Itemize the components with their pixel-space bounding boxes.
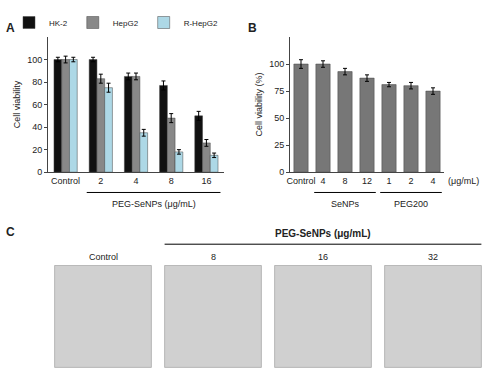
svg-text:HK-2: HK-2: [49, 19, 68, 28]
svg-text:HepG2: HepG2: [113, 19, 139, 28]
svg-text:8: 8: [169, 176, 174, 186]
svg-text:B: B: [248, 21, 257, 35]
svg-text:0: 0: [37, 167, 42, 177]
svg-text:A: A: [6, 21, 15, 35]
svg-text:2: 2: [408, 176, 413, 186]
svg-text:100: 100: [269, 59, 284, 69]
svg-text:Control: Control: [286, 176, 315, 186]
svg-text:60: 60: [32, 100, 42, 110]
svg-text:0: 0: [279, 167, 284, 177]
svg-text:PEG200: PEG200: [394, 199, 428, 209]
svg-text:SeNPs: SeNPs: [331, 199, 360, 209]
svg-text:Control: Control: [51, 176, 80, 186]
svg-text:8: 8: [342, 176, 347, 186]
svg-text:40: 40: [32, 122, 42, 132]
svg-text:2: 2: [98, 176, 103, 186]
svg-text:80: 80: [32, 77, 42, 87]
svg-text:Cell viability (%): Cell viability (%): [254, 73, 264, 137]
svg-text:4: 4: [430, 176, 435, 186]
svg-text:25: 25: [274, 140, 284, 150]
svg-text:32: 32: [428, 252, 438, 262]
svg-text:4: 4: [320, 176, 325, 186]
svg-text:75: 75: [274, 86, 284, 96]
svg-text:C: C: [6, 225, 15, 239]
svg-text:16: 16: [318, 252, 328, 262]
svg-text:1: 1: [386, 176, 391, 186]
svg-text:100: 100: [27, 55, 42, 65]
svg-text:(μg/mL): (μg/mL): [448, 176, 479, 186]
svg-text:R-HepG2: R-HepG2: [184, 19, 218, 28]
svg-text:Control: Control: [89, 252, 118, 262]
svg-text:16: 16: [201, 176, 211, 186]
svg-text:PEG-SeNPs (μg/mL): PEG-SeNPs (μg/mL): [275, 228, 371, 239]
svg-text:8: 8: [211, 252, 216, 262]
svg-text:50: 50: [274, 113, 284, 123]
svg-text:20: 20: [32, 145, 42, 155]
svg-text:Cell viability: Cell viability: [12, 80, 22, 128]
svg-text:4: 4: [133, 176, 138, 186]
svg-text:12: 12: [362, 176, 372, 186]
svg-text:PEG-SeNPs (μg/mL): PEG-SeNPs (μg/mL): [112, 199, 196, 209]
